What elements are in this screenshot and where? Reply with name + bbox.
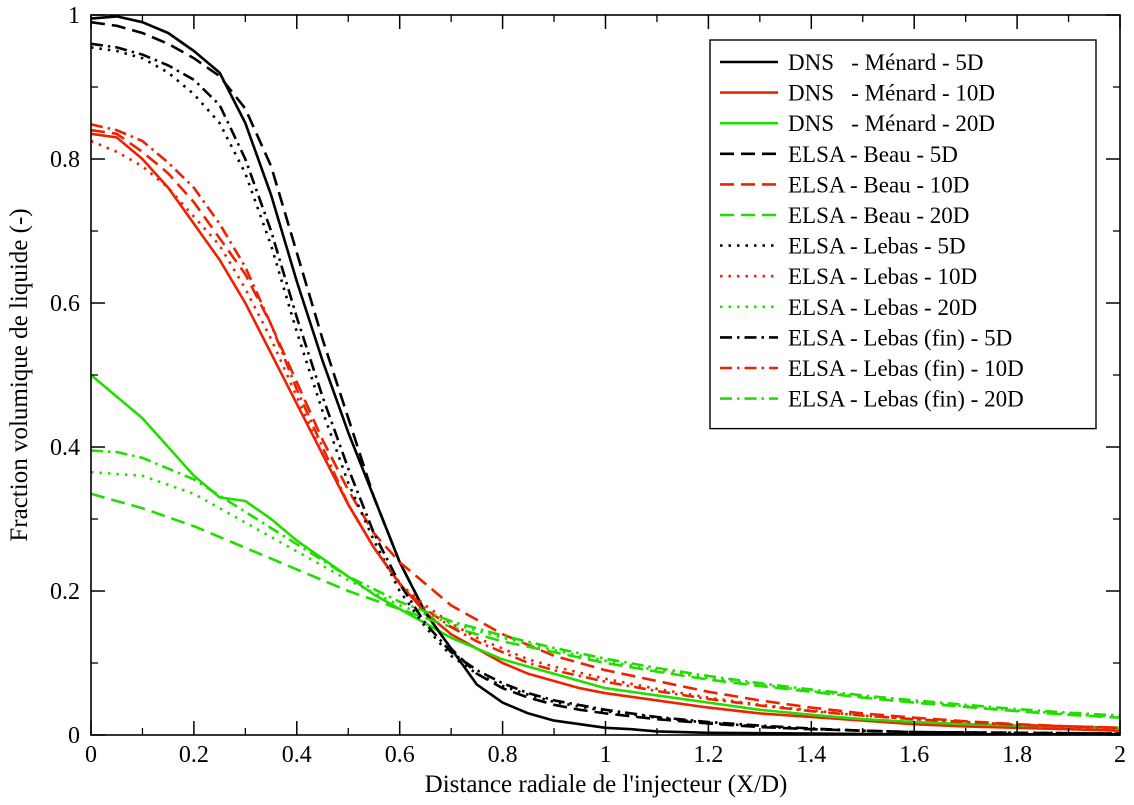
x-tick-label: 1 — [600, 742, 612, 768]
x-tick-label: 0.8 — [488, 742, 518, 768]
legend-label-5: ELSA - Beau - 10D — [788, 172, 969, 197]
y-tick-label: 0 — [68, 723, 80, 749]
series-line-5 — [90, 128, 1121, 730]
legend-label-7: ELSA - Lebas - 5D — [788, 234, 966, 259]
legend-label-2: DNS - Ménard - 10D — [788, 81, 995, 106]
x-tick-label: 1.8 — [1002, 742, 1032, 768]
y-tick-label: 0.8 — [50, 147, 80, 173]
series-line-2 — [90, 132, 1121, 732]
legend: DNS - Ménard - 5D DNS - Ménard - 10D DNS -… — [709, 39, 1097, 430]
series-line-3 — [90, 374, 1121, 730]
axes-layer: 0 0.2 0.4 0.6 0.8 1 1.2 1.4 1.6 1.8 2 0 0.2 0.4 0.6 0.8… — [50, 3, 1126, 768]
series-line-8 — [90, 139, 1121, 730]
legend-label-6: ELSA - Beau - 20D — [788, 203, 969, 228]
y-tick-label: 0.6 — [50, 291, 80, 317]
legend-label-1: DNS - Ménard - 5D — [788, 50, 983, 75]
legend-label-9: ELSA - Lebas - 20D — [788, 295, 977, 320]
legend-label-8: ELSA - Lebas - 10D — [788, 264, 977, 289]
x-tick-label: 1.2 — [693, 742, 723, 768]
x-tick-label: 0.4 — [282, 742, 312, 768]
series-layer — [90, 15, 1121, 736]
y-axis-title: Fraction volumique de liquide (-) — [6, 208, 33, 541]
x-tick-label: 2 — [1114, 742, 1126, 768]
x-axis-title: Distance radiale de l'injecteur (X/D) — [425, 771, 788, 798]
legend-label-4: ELSA - Beau - 5D — [788, 142, 958, 167]
legend-label-3: DNS - Ménard - 20D — [788, 111, 995, 136]
x-tick-label: 1.6 — [899, 742, 929, 768]
series-line-9 — [90, 470, 1121, 719]
legend-label-12: ELSA - Lebas (fin) - 20D — [788, 387, 1024, 412]
y-tick-label: 0.4 — [50, 435, 80, 461]
x-tick-label: 0.2 — [179, 742, 209, 768]
series-line-4 — [90, 20, 1121, 735]
x-tick-label: 0 — [85, 742, 97, 768]
x-tick-label: 1.4 — [796, 742, 826, 768]
y-tick-label: 1 — [68, 3, 80, 29]
legend-box — [709, 39, 1097, 430]
series-line-6 — [90, 492, 1121, 719]
legend-label-10: ELSA - Lebas (fin) - 5D — [788, 325, 1012, 350]
legend-label-11: ELSA - Lebas (fin) - 10D — [788, 356, 1024, 381]
y-tick-label: 0.2 — [50, 579, 80, 605]
x-tick-label: 0.6 — [385, 742, 415, 768]
series-line-10 — [90, 42, 1121, 735]
series-line-11 — [90, 123, 1121, 730]
